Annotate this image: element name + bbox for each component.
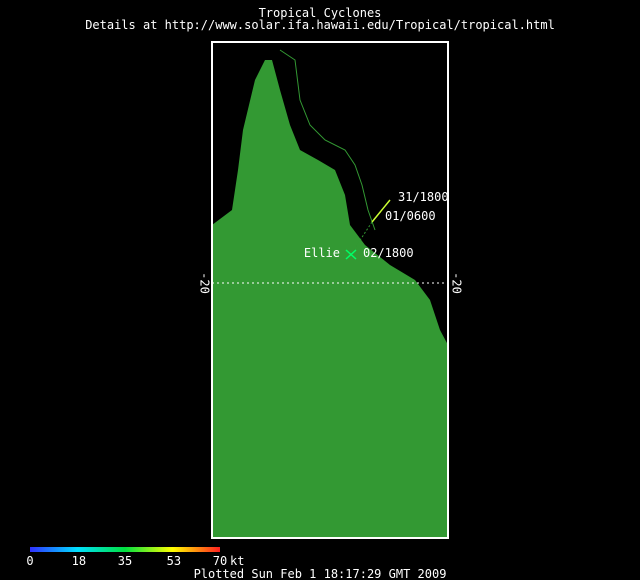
colorbar-unit: kt: [230, 554, 244, 568]
subtitle: Details at http://www.solar.ifa.hawaii.e…: [85, 18, 555, 32]
title: Tropical Cyclones: [259, 6, 382, 20]
colorbar-ticks: 0 18 35 53 70 kt: [26, 554, 244, 568]
storm-position: [345, 249, 357, 260]
latitude-label: -20: [450, 272, 464, 294]
colorbar-tick-label: 35: [118, 554, 132, 568]
colorbar-tick-label: 0: [26, 554, 33, 568]
map-frame: [211, 41, 449, 539]
storm-name: Ellie: [304, 246, 340, 260]
latitude-label: -20: [198, 272, 212, 294]
track-time: 31/1800: [398, 190, 449, 204]
land: [212, 60, 448, 538]
track-time: 02/1800: [363, 246, 414, 260]
coastline: [279, 49, 376, 231]
colorbar: [30, 547, 220, 552]
storm-track: [371, 199, 391, 223]
track-time: 01/0600: [385, 209, 436, 223]
colorbar-tick-label: 70: [213, 554, 227, 568]
colorbar-tick-label: 53: [167, 554, 181, 568]
footer: Plotted Sun Feb 1 18:17:29 GMT 2009: [194, 567, 447, 580]
colorbar-tick-label: 18: [72, 554, 86, 568]
